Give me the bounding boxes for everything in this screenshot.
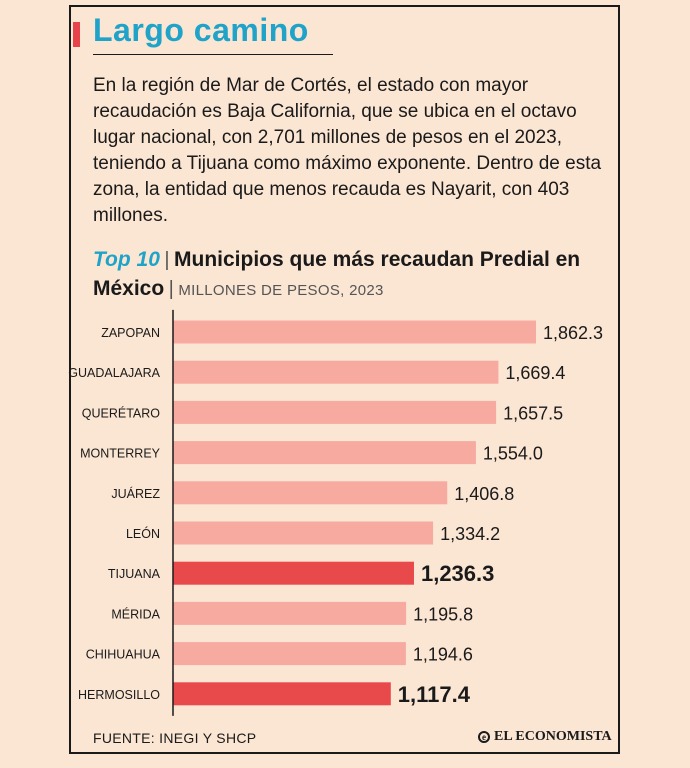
bar-zapopan	[173, 320, 536, 344]
category-label-hermosillo: HERMOSILLO	[78, 688, 160, 702]
bar-queretaro	[173, 400, 497, 424]
chart-heading-lead: Top 10	[93, 248, 160, 271]
brand-logo: e EL ECONOMISTA	[478, 729, 612, 745]
value-label-guadalajara: 1,669.4	[505, 363, 565, 383]
chart-unit: MILLONES DE PESOS, 2023	[178, 282, 384, 299]
category-label-monterrey: MONTERREY	[80, 447, 161, 461]
category-label-tijuana: TIJUANA	[108, 567, 161, 581]
bar-merida	[173, 601, 407, 625]
brand-name: EL ECONOMISTA	[494, 729, 612, 744]
value-label-queretaro: 1,657.5	[503, 403, 563, 423]
bar-chihuahua	[173, 642, 406, 666]
bar-leon	[173, 521, 434, 545]
value-label-juarez: 1,406.8	[454, 484, 514, 504]
title-accent-bar	[73, 22, 80, 47]
category-label-zapopan: ZAPOPAN	[101, 326, 160, 340]
source-note: FUENTE: INEGI Y SHCP	[93, 730, 257, 746]
value-label-tijuana: 1,236.3	[421, 561, 494, 586]
category-label-guadalajara: GUADALAJARA	[68, 366, 160, 380]
infographic-frame	[69, 5, 620, 754]
intro-paragraph: En la región de Mar de Cortés, el estado…	[93, 75, 602, 226]
page-title: Largo camino	[93, 12, 309, 48]
brand-mark-icon: e	[478, 731, 490, 743]
title-divider	[93, 54, 333, 55]
value-label-chihuahua: 1,194.6	[413, 645, 473, 665]
category-label-juarez: JUÁREZ	[111, 486, 160, 501]
value-label-hermosillo: 1,117.4	[398, 682, 471, 707]
bar-monterrey	[173, 441, 476, 465]
value-label-zapopan: 1,862.3	[543, 323, 603, 343]
chart-heading-separator-2: |	[168, 278, 174, 300]
category-label-leon: LEÓN	[126, 526, 160, 541]
value-label-monterrey: 1,554.0	[483, 444, 543, 464]
chart-heading-separator: |	[164, 249, 170, 271]
chart-title: Municipios que más recaudan Predial en M…	[93, 248, 581, 300]
chart-heading: Top 10 | Municipios que más recaudan Pre…	[93, 246, 613, 304]
category-label-merida: MÉRIDA	[111, 606, 160, 621]
bar-hermosillo	[173, 682, 391, 706]
bar-guadalajara	[173, 360, 499, 384]
bar-tijuana	[173, 561, 414, 585]
category-label-chihuahua: CHIHUAHUA	[86, 648, 161, 662]
category-label-queretaro: QUERÉTARO	[82, 405, 161, 420]
value-label-leon: 1,334.2	[440, 524, 500, 544]
value-label-merida: 1,195.8	[413, 604, 473, 624]
bar-juarez	[173, 481, 448, 505]
